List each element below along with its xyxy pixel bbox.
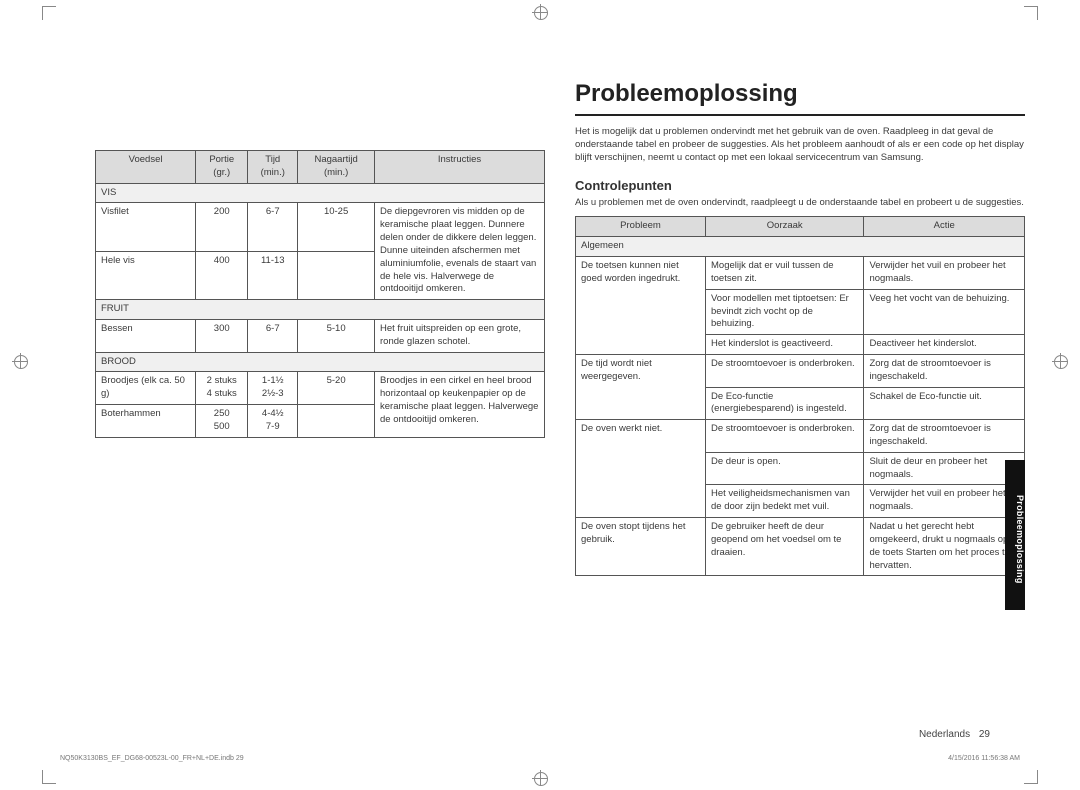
food-table: Voedsel Portie (gr.) Tijd (min.) Nagaart…	[95, 150, 545, 438]
cause-cell: De gebruiker heeft de deur geopend om he…	[706, 518, 864, 576]
food-cell: 1-1½2½-3	[248, 372, 298, 405]
trim-mark	[1024, 770, 1038, 784]
subheading: Controlepunten	[575, 178, 1025, 193]
food-cell: 200	[196, 203, 248, 251]
col-actie: Actie	[864, 217, 1025, 237]
footer-page-number: 29	[979, 729, 990, 740]
registration-mark	[1052, 353, 1068, 369]
trim-mark	[42, 6, 56, 20]
food-cell: Visfilet	[96, 203, 196, 251]
food-cell: Bessen	[96, 319, 196, 352]
food-instructions: Het fruit uitspreiden op een grote, rond…	[375, 319, 545, 352]
col-oorzaak: Oorzaak	[706, 217, 864, 237]
food-cell	[298, 251, 375, 299]
cause-cell: Het kinderslot is geactiveerd.	[706, 335, 864, 355]
action-cell: Sluit de deur en probeer het nogmaals.	[864, 452, 1025, 485]
registration-mark	[532, 4, 548, 20]
col-instructies: Instructies	[375, 151, 545, 184]
col-tijd: Tijd (min.)	[248, 151, 298, 184]
footer-language: Nederlands	[919, 729, 970, 740]
registration-mark	[532, 770, 548, 786]
food-cell: 2 stuks4 stuks	[196, 372, 248, 405]
section-label: VIS	[96, 183, 545, 203]
col-voedsel: Voedsel	[96, 151, 196, 184]
cause-cell: Mogelijk dat er vuil tussen de toetsen z…	[706, 257, 864, 290]
problem-cell: De tijd wordt niet weergegeven.	[576, 354, 706, 419]
footer-meta-left: NQ50K3130BS_EF_DG68-00523L-00_FR+NL+DE.i…	[60, 755, 244, 762]
food-cell: Broodjes (elk ca. 50 g)	[96, 372, 196, 405]
food-cell: 6-7	[248, 319, 298, 352]
action-cell: Verwijder het vuil en probeer het nogmaa…	[864, 485, 1025, 518]
action-cell: Zorg dat de stroomtoevoer is ingeschakel…	[864, 354, 1025, 387]
food-cell: 6-7	[248, 203, 298, 251]
trim-mark	[1024, 6, 1038, 20]
trim-mark	[42, 770, 56, 784]
action-cell: Schakel de Eco-functie uit.	[864, 387, 1025, 420]
right-column: Probleemoplossing Het is mogelijk dat u …	[575, 80, 1025, 576]
cause-cell: Voor modellen met tiptoetsen: Er bevindt…	[706, 289, 864, 334]
col-probleem: Probleem	[576, 217, 706, 237]
food-cell: 11-13	[248, 251, 298, 299]
food-cell: Boterhammen	[96, 405, 196, 438]
page-title: Probleemoplossing	[575, 80, 1025, 108]
problem-cell: De oven werkt niet.	[576, 420, 706, 518]
side-tab: Probleemoplossing	[1005, 460, 1025, 610]
section-label: BROOD	[96, 352, 545, 372]
title-rule	[575, 114, 1025, 116]
food-instructions: Broodjes in een cirkel en heel brood hor…	[375, 372, 545, 437]
col-portie: Portie (gr.)	[196, 151, 248, 184]
problem-cell: De oven stopt tijdens het gebruik.	[576, 518, 706, 576]
section-label: Algemeen	[576, 237, 1025, 257]
action-cell: Verwijder het vuil en probeer het nogmaa…	[864, 257, 1025, 290]
food-cell: 250500	[196, 405, 248, 438]
food-cell: 5-10	[298, 319, 375, 352]
food-cell: 400	[196, 251, 248, 299]
action-cell: Zorg dat de stroomtoevoer is ingeschakel…	[864, 420, 1025, 453]
food-cell: 4-4½7-9	[248, 405, 298, 438]
cause-cell: De deur is open.	[706, 452, 864, 485]
food-cell: Hele vis	[96, 251, 196, 299]
action-cell: Deactiveer het kinderslot.	[864, 335, 1025, 355]
footer-meta-right: 4/15/2016 11:56:38 AM	[948, 755, 1020, 762]
col-nagaartijd: Nagaartijd (min.)	[298, 151, 375, 184]
food-cell: 5-20	[298, 372, 375, 405]
section-label: FRUIT	[96, 300, 545, 320]
action-cell: Veeg het vocht van de behuizing.	[864, 289, 1025, 334]
cause-cell: De stroomtoevoer is onderbroken.	[706, 420, 864, 453]
intro-text: Het is mogelijk dat u problemen ondervin…	[575, 126, 1025, 164]
cause-cell: Het veiligheidsmechanismen van de door z…	[706, 485, 864, 518]
food-cell: 10-25	[298, 203, 375, 251]
problem-cell: De toetsen kunnen niet goed worden inged…	[576, 257, 706, 355]
cause-cell: De Eco-functie (energiebesparend) is ing…	[706, 387, 864, 420]
food-instructions: De diepgevroren vis midden op de keramis…	[375, 203, 545, 300]
trouble-table: Probleem Oorzaak Actie AlgemeenDe toetse…	[575, 216, 1025, 576]
action-cell: Nadat u het gerecht hebt omgekeerd, druk…	[864, 518, 1025, 576]
sub-intro-text: Als u problemen met de oven ondervindt, …	[575, 197, 1025, 208]
cause-cell: De stroomtoevoer is onderbroken.	[706, 354, 864, 387]
page-footer: Nederlands 29	[919, 729, 990, 740]
food-cell: 300	[196, 319, 248, 352]
page-content: Voedsel Portie (gr.) Tijd (min.) Nagaart…	[95, 80, 1025, 576]
left-column: Voedsel Portie (gr.) Tijd (min.) Nagaart…	[95, 150, 545, 576]
registration-mark	[12, 353, 28, 369]
food-cell	[298, 405, 375, 438]
